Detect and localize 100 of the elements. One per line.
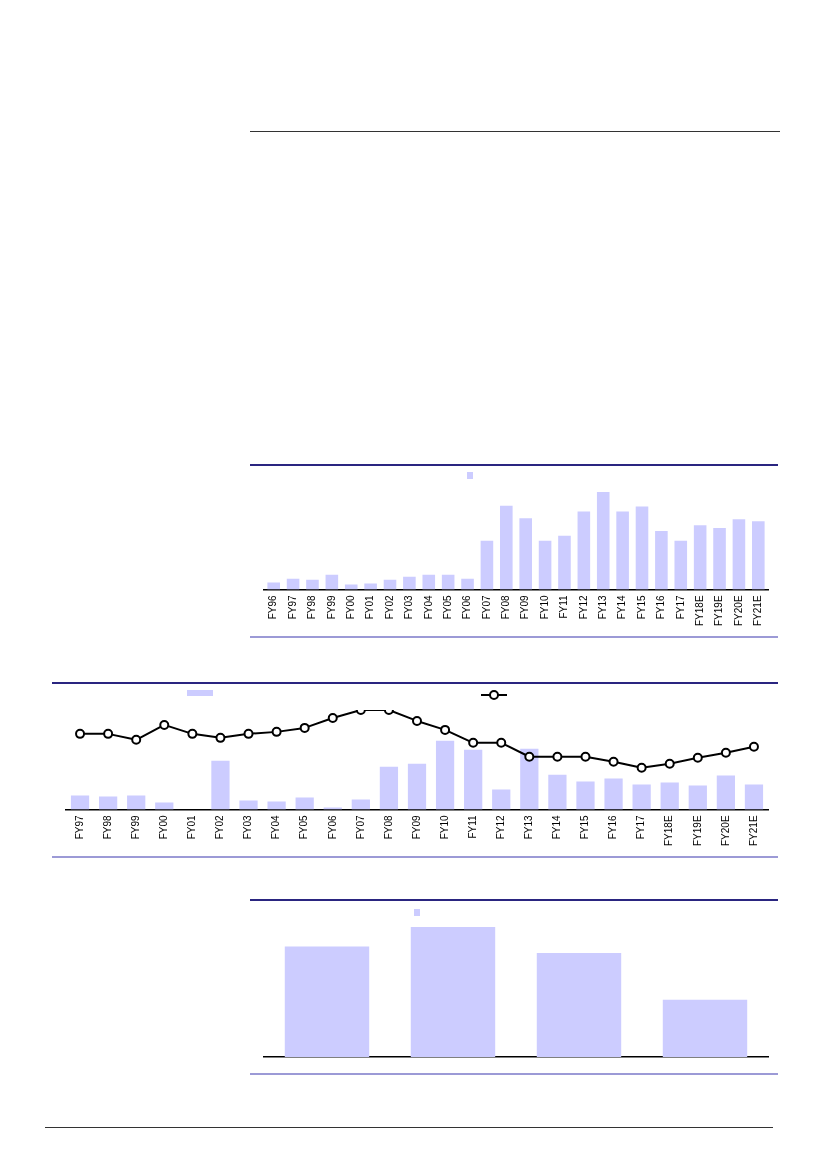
point <box>748 741 759 752</box>
x-tick-label: FY00 <box>158 815 170 840</box>
bar <box>519 518 532 590</box>
x-tick-label: FY12 <box>577 595 589 620</box>
x-tick-label: FY97 <box>286 595 298 620</box>
point <box>327 712 338 723</box>
point <box>159 719 170 730</box>
x-tick-label: FY11 <box>466 815 478 839</box>
bar <box>548 774 567 810</box>
point <box>440 724 451 735</box>
x-tick-label: FY19E <box>691 815 703 847</box>
bar <box>632 784 651 810</box>
bar <box>558 535 571 590</box>
point <box>720 747 731 758</box>
bar <box>70 795 90 810</box>
bar <box>674 540 688 590</box>
x-tick-label: FY21E <box>747 815 759 847</box>
point <box>552 751 563 762</box>
x-tick-label: FY13 <box>523 815 535 840</box>
x-tick-label: FY03 <box>403 595 415 620</box>
x-tick-label: FY16 <box>607 815 619 840</box>
bar <box>492 789 511 810</box>
x-tick-label: FY07 <box>480 595 492 620</box>
bar <box>635 506 649 590</box>
x-tick-label: FY02 <box>214 815 226 840</box>
bar <box>688 785 707 810</box>
bar <box>500 505 513 590</box>
point <box>243 728 254 739</box>
bar <box>267 582 280 590</box>
bar <box>660 782 679 810</box>
x-tick-label: FY06 <box>461 595 473 620</box>
x-tick-label: FY98 <box>101 815 113 840</box>
bar <box>461 578 474 590</box>
x-tick-label: FY08 <box>500 595 512 620</box>
x-tick-label: FY18E <box>663 815 675 847</box>
bar <box>752 521 765 590</box>
x-tick-label: FY15 <box>635 595 647 620</box>
x-tick-label: FY97 <box>73 815 85 840</box>
bar <box>576 781 595 810</box>
bar <box>239 800 258 810</box>
bar <box>155 802 174 810</box>
x-tick-label: FY08 <box>382 815 394 840</box>
x-tick-label: FY04 <box>422 595 434 620</box>
point <box>215 732 226 743</box>
bar <box>538 540 552 590</box>
bar <box>422 574 436 590</box>
x-tick-label: FY99 <box>129 815 141 840</box>
bar <box>520 748 539 810</box>
point <box>524 751 535 762</box>
x-tick-label: FY02 <box>383 595 395 620</box>
x-tick-label: FY01 <box>364 595 376 620</box>
bar <box>480 540 494 590</box>
bar <box>435 740 455 810</box>
bar <box>127 795 146 810</box>
bar <box>295 797 314 810</box>
x-tick-label: FY20E <box>732 595 744 627</box>
bar <box>536 953 622 1057</box>
x-tick-label: FY09 <box>519 595 531 620</box>
x-tick-label: FY99 <box>325 595 337 620</box>
x-tick-label: FY21E <box>752 595 764 627</box>
bar <box>693 525 707 590</box>
x-tick-label: FY17 <box>674 595 686 620</box>
bar <box>655 530 668 590</box>
point <box>103 728 114 739</box>
point <box>412 715 422 726</box>
x-tick-label: FY03 <box>242 815 254 840</box>
point <box>496 737 507 748</box>
x-tick-label: FY13 <box>596 595 608 620</box>
x-tick-label: FY06 <box>326 815 338 840</box>
bar <box>441 574 455 590</box>
x-tick-label: FY17 <box>635 815 647 840</box>
x-tick-label: FY96 <box>267 595 279 620</box>
bar <box>410 927 496 1057</box>
bar <box>351 799 370 810</box>
bar <box>267 801 286 810</box>
bar <box>732 519 746 590</box>
x-tick-label: FY11 <box>558 595 570 619</box>
bar <box>98 796 118 810</box>
bar <box>306 579 319 590</box>
x-tick-label: FY10 <box>438 815 450 840</box>
x-tick-label: FY14 <box>551 815 563 840</box>
x-tick-label: FY05 <box>298 815 310 840</box>
x-tick-label: FY15 <box>579 815 591 840</box>
bar <box>716 775 736 810</box>
point <box>187 728 198 739</box>
x-tick-label: FY10 <box>538 595 550 620</box>
bar <box>577 511 591 590</box>
x-tick-label: FY18E <box>693 595 705 627</box>
x-tick-label: FY16 <box>655 595 667 620</box>
point <box>75 728 86 739</box>
x-tick-label: FY09 <box>410 815 422 840</box>
bar <box>604 778 623 810</box>
x-tick-label: FY19E <box>713 595 725 627</box>
point <box>636 762 647 773</box>
bar <box>596 492 610 590</box>
x-tick-label: FY20E <box>719 815 731 847</box>
x-tick-label: FY04 <box>270 815 282 840</box>
x-tick-label: FY00 <box>344 595 356 620</box>
bar <box>211 760 230 810</box>
bar <box>744 784 764 810</box>
